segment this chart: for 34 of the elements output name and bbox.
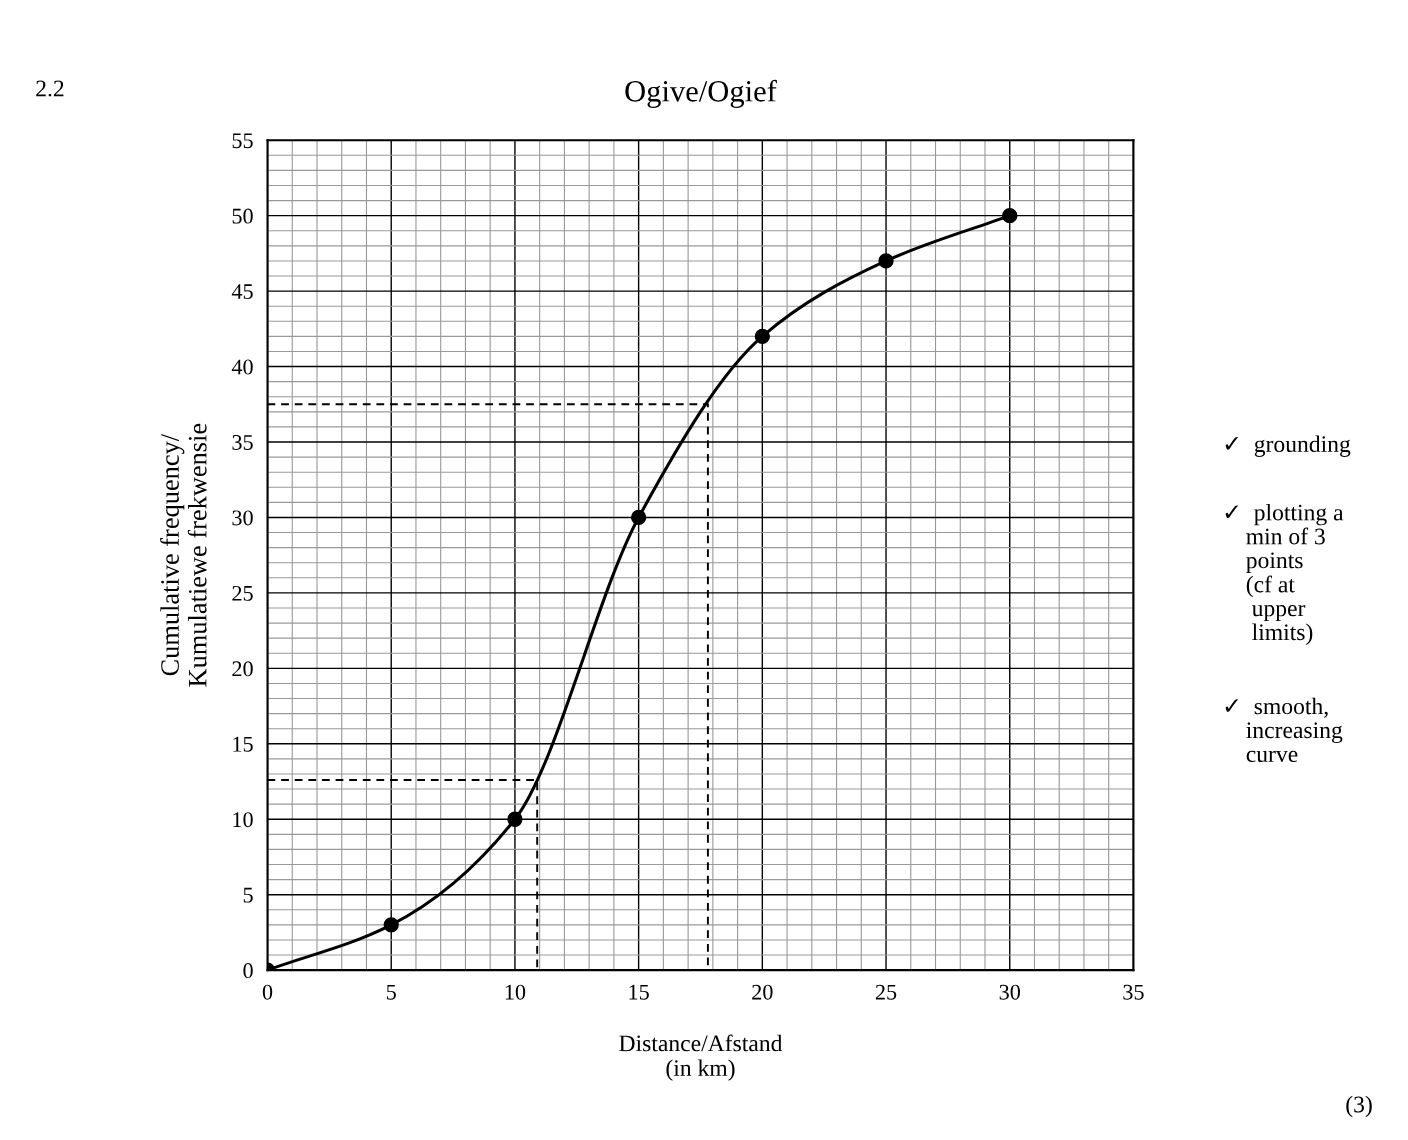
y-tick-label: 10 [233,812,253,828]
point [754,328,770,345]
y-axis-title: Cumulative frequency/ Kumulatiewe frekwensie [160,423,207,687]
point [507,811,523,827]
text: ✓ smooth, increasing curve [1225,697,1343,763]
y-tick-label: 30 [232,510,253,526]
point [1002,208,1018,224]
x-tick-label: 25 [875,984,897,1000]
y-tick-label: 40 [231,359,253,375]
y-tick-label: 0 [243,963,253,979]
x-tick-label: 15 [629,984,649,1000]
y-tick-label: 55 [232,133,253,149]
x-tick-label: 10 [505,984,526,1000]
text: ✓ plotting a min of 3 points (cf at upper limits) [1225,503,1344,645]
y-tick-label: 20 [232,661,253,677]
y-tick-label: 50 [232,208,253,224]
x-tick-label: 0 [262,984,273,1000]
text: (3) [1346,1095,1372,1118]
x-tick-label: 35 [1123,984,1144,1000]
y-tick-label: 15 [233,736,253,752]
chart-title: Ogive/Ogief [625,79,777,108]
x-tick-label: 20 [752,984,773,1000]
x-tick-label: 5 [386,984,396,1000]
text: 2.2 [36,80,64,97]
point [630,509,647,526]
y-tick-label: 25 [232,585,253,601]
point [878,253,894,269]
y-tick-label: 45 [231,284,253,300]
x-axis-title: Distance/Afstand (in km) [619,1034,783,1081]
x-tick-label: 30 [999,984,1020,1000]
y-tick-label: 35 [232,435,253,450]
point [383,917,399,933]
text: ✓ grounding [1225,435,1351,457]
y-tick-label: 5 [243,887,253,903]
